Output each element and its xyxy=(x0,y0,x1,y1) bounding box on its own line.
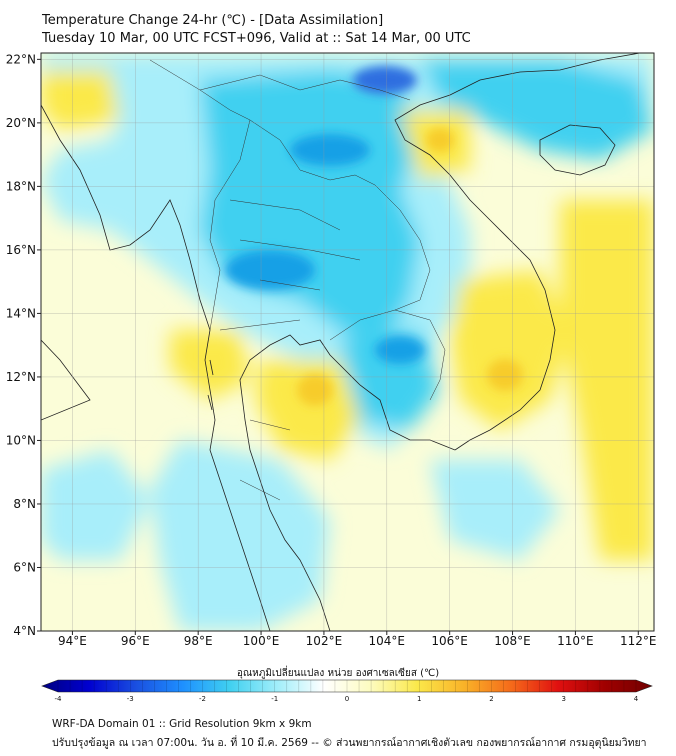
lat-tick-label: 6°N xyxy=(13,560,36,574)
coast-hainan xyxy=(539,124,616,176)
warm-area-andaman xyxy=(170,330,250,400)
colorbar-tick-label: 2 xyxy=(489,695,493,703)
warm-area-east-sea xyxy=(560,200,654,560)
lon-tick-label: 100°E xyxy=(243,634,280,648)
footer-model-info: WRF-DA Domain 01 :: Grid Resolution 9km … xyxy=(52,718,312,730)
lat-tick-label: 14°N xyxy=(6,306,36,320)
colorbar: -4 -3 -2 -1 0 1 2 3 4 xyxy=(41,679,653,703)
longitude-axis: 94°E 96°E 98°E 100°E 102°E 104°E 106°E 108°E 110… xyxy=(58,631,657,648)
gridlines xyxy=(41,53,654,632)
lat-tick-label: 12°N xyxy=(6,370,36,384)
cold-area-se xyxy=(430,460,560,560)
coast-andaman-islands xyxy=(207,359,214,411)
cold-patch-laos xyxy=(290,134,370,166)
colorbar-tick-label: 0 xyxy=(345,695,349,703)
lat-tick-label: 22°N xyxy=(6,52,36,66)
lon-tick-label: 108°E xyxy=(494,634,531,648)
colorbar-tick-labels: -4 -3 -2 -1 0 1 2 3 4 xyxy=(55,695,639,703)
lat-tick-label: 20°N xyxy=(6,116,36,130)
lon-tick-label: 106°E xyxy=(431,634,468,648)
border-cambodia xyxy=(329,309,446,401)
coast-sumatra xyxy=(41,339,91,421)
coastlines xyxy=(41,53,641,631)
lat-tick-label: 10°N xyxy=(6,433,36,447)
coast-myanmar-thailand-west xyxy=(41,104,271,631)
temperature-field xyxy=(41,53,654,631)
cold-patch-cambodia xyxy=(375,336,425,364)
colorbar-tick-label: 1 xyxy=(417,695,421,703)
colorbar-scale xyxy=(41,679,653,693)
lat-tick-label: 4°N xyxy=(13,624,36,638)
chart-subtitle: Tuesday 10 Mar, 00 UTC FCST+096, Valid a… xyxy=(42,31,471,46)
footer-credit: ปรับปรุงข้อมูล ณ เวลา 07:00น. วัน อ. ที่… xyxy=(52,737,647,749)
colorbar-tick-label: -3 xyxy=(127,695,134,703)
border-china xyxy=(149,59,411,101)
cold-area-sw xyxy=(41,450,150,560)
border-myanmar-thailand xyxy=(199,89,251,331)
colorbar-tick-label: -2 xyxy=(199,695,206,703)
colorbar-tick-label: -4 xyxy=(55,695,63,703)
lon-tick-label: 110°E xyxy=(557,634,594,648)
lon-tick-label: 102°E xyxy=(306,634,343,648)
colorbar-tick-label: -1 xyxy=(271,695,278,703)
cold-core-north xyxy=(353,66,417,94)
warm-core-gulf xyxy=(297,374,333,406)
map-frame xyxy=(40,52,655,632)
chart-title: Temperature Change 24-hr (℃) - [Data Ass… xyxy=(42,13,384,28)
lon-tick-label: 104°E xyxy=(369,634,406,648)
warm-core-tonkin xyxy=(426,128,454,152)
latitude-axis: 4°N 6°N 8°N 10°N 12°N 14°N 16°N 18°N 20°N 22°N xyxy=(6,52,41,638)
border-laos-thailand xyxy=(249,119,431,311)
cold-patch-thailand xyxy=(225,250,315,290)
coast-vietnam xyxy=(394,53,641,451)
cold-area-ne xyxy=(420,60,654,160)
colorbar-label: อุณหภูมิเปลี่ยนแปลง หน่วย องศาเซลเซียส (… xyxy=(236,668,440,679)
warm-area-west xyxy=(41,70,120,130)
warm-area-gulf xyxy=(255,360,360,460)
warm-core-vietnam xyxy=(487,359,523,391)
lat-tick-label: 8°N xyxy=(13,497,36,511)
cold-area-peninsula xyxy=(150,440,330,631)
lon-tick-label: 98°E xyxy=(184,634,213,648)
colorbar-tick-label: 4 xyxy=(634,695,639,703)
colorbar-ticks xyxy=(57,680,637,692)
lon-tick-label: 96°E xyxy=(121,634,150,648)
lat-tick-label: 18°N xyxy=(6,179,36,193)
lon-tick-label: 112°E xyxy=(620,634,657,648)
lon-tick-label: 94°E xyxy=(58,634,87,648)
colorbar-tick-label: 3 xyxy=(562,695,566,703)
lat-tick-label: 16°N xyxy=(6,243,36,257)
coast-gulf-of-thailand xyxy=(239,334,456,631)
